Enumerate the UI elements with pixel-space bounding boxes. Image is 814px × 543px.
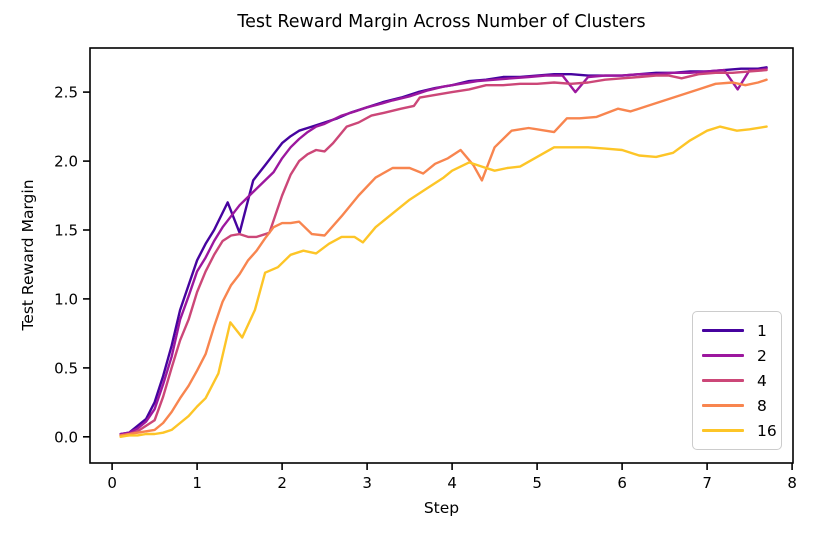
legend: 1 2 4 8 16: [692, 311, 782, 450]
chart-title: Test Reward Margin Across Number of Clus…: [237, 12, 646, 32]
axes-spines: [89, 47, 794, 464]
legend-item-1: 1: [702, 318, 781, 343]
legend-item-2: 2: [702, 343, 781, 368]
x-tick-label: 7: [702, 474, 712, 492]
legend-line-swatch-1: [702, 329, 744, 332]
legend-line-swatch-4: [702, 379, 744, 382]
y-tick-label: 0.5: [54, 359, 78, 377]
x-axis-label: Step: [423, 499, 460, 517]
legend-label-1: 1: [757, 321, 767, 340]
y-tick-label: 1.5: [54, 222, 78, 240]
legend-line-swatch-2: [702, 354, 744, 357]
series-line-16: [119, 125, 768, 438]
series-line-2: [119, 67, 768, 436]
x-tick-label: 3: [362, 474, 372, 492]
legend-item-8: 8: [702, 393, 781, 418]
x-tick-label: 5: [532, 474, 542, 492]
y-tick-label: 2.5: [54, 84, 78, 102]
x-tick-label: 6: [617, 474, 627, 492]
legend-line-swatch-16: [702, 429, 744, 432]
legend-label-16: 16: [757, 421, 777, 440]
x-tick-label: 4: [447, 474, 457, 492]
legend-item-16: 16: [702, 418, 781, 443]
series-line-8: [119, 78, 768, 437]
x-tick-label: 2: [277, 474, 287, 492]
legend-line-swatch-8: [702, 404, 744, 407]
x-tick-label: 1: [192, 474, 202, 492]
y-tick-label: 0.0: [54, 428, 78, 446]
legend-label-4: 4: [757, 371, 767, 390]
x-tick-label: 8: [787, 474, 797, 492]
legend-label-8: 8: [757, 396, 767, 415]
y-tick-label: 2.0: [54, 153, 78, 171]
y-tick-label: 1.0: [54, 290, 78, 308]
series-line-4: [119, 68, 768, 437]
legend-item-4: 4: [702, 368, 781, 393]
legend-label-2: 2: [757, 346, 767, 365]
x-tick-label: 0: [107, 474, 117, 492]
